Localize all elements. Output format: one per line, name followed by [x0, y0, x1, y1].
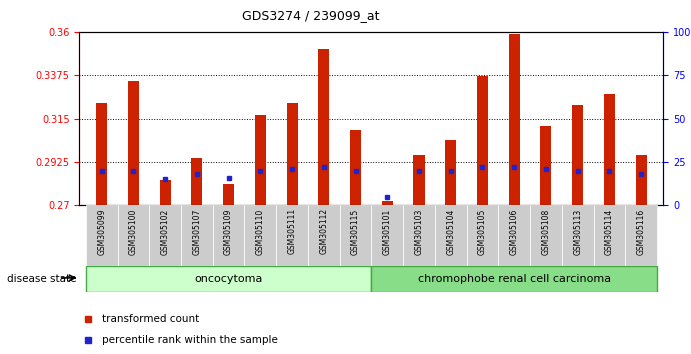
Text: GSM305110: GSM305110 — [256, 208, 265, 255]
Bar — [381, 201, 392, 205]
Bar — [540, 126, 551, 205]
Text: GSM305113: GSM305113 — [573, 208, 583, 255]
Bar — [604, 93, 615, 205]
FancyBboxPatch shape — [403, 205, 435, 266]
FancyBboxPatch shape — [149, 205, 181, 266]
Text: GSM305104: GSM305104 — [446, 208, 455, 255]
FancyBboxPatch shape — [372, 266, 657, 292]
Text: GSM305111: GSM305111 — [287, 208, 296, 255]
Text: GSM305100: GSM305100 — [129, 208, 138, 255]
FancyBboxPatch shape — [562, 205, 594, 266]
Bar — [223, 184, 234, 205]
Text: GSM305116: GSM305116 — [636, 208, 645, 255]
Text: percentile rank within the sample: percentile rank within the sample — [102, 335, 278, 345]
Text: GSM305101: GSM305101 — [383, 208, 392, 255]
FancyBboxPatch shape — [498, 205, 530, 266]
FancyBboxPatch shape — [86, 205, 117, 266]
FancyBboxPatch shape — [372, 205, 403, 266]
Bar — [287, 103, 298, 205]
Bar — [128, 81, 139, 205]
FancyBboxPatch shape — [340, 205, 372, 266]
Bar — [350, 130, 361, 205]
Text: disease state: disease state — [7, 274, 77, 284]
Bar — [572, 105, 583, 205]
Bar — [96, 103, 107, 205]
FancyBboxPatch shape — [466, 205, 498, 266]
Text: oncocytoma: oncocytoma — [194, 274, 263, 284]
Bar — [509, 34, 520, 205]
Bar — [319, 49, 330, 205]
Bar — [191, 158, 202, 205]
Bar — [255, 115, 266, 205]
Text: GSM305112: GSM305112 — [319, 208, 328, 255]
Text: GSM305099: GSM305099 — [97, 208, 106, 255]
Text: GDS3274 / 239099_at: GDS3274 / 239099_at — [243, 9, 379, 22]
Text: transformed count: transformed count — [102, 314, 199, 324]
FancyBboxPatch shape — [594, 205, 625, 266]
FancyBboxPatch shape — [213, 205, 245, 266]
Text: GSM305109: GSM305109 — [224, 208, 233, 255]
Text: GSM305115: GSM305115 — [351, 208, 360, 255]
Bar — [477, 76, 488, 205]
Text: chromophobe renal cell carcinoma: chromophobe renal cell carcinoma — [417, 274, 611, 284]
FancyBboxPatch shape — [117, 205, 149, 266]
FancyBboxPatch shape — [245, 205, 276, 266]
Text: GSM305102: GSM305102 — [160, 208, 170, 255]
FancyBboxPatch shape — [181, 205, 213, 266]
FancyBboxPatch shape — [308, 205, 340, 266]
FancyBboxPatch shape — [276, 205, 308, 266]
Text: GSM305106: GSM305106 — [510, 208, 519, 255]
FancyBboxPatch shape — [435, 205, 466, 266]
Bar — [160, 180, 171, 205]
Bar — [636, 155, 647, 205]
Text: GSM305114: GSM305114 — [605, 208, 614, 255]
Bar — [413, 155, 424, 205]
Text: GSM305107: GSM305107 — [192, 208, 201, 255]
Text: GSM305105: GSM305105 — [478, 208, 487, 255]
Text: GSM305103: GSM305103 — [415, 208, 424, 255]
FancyBboxPatch shape — [530, 205, 562, 266]
Bar — [445, 140, 456, 205]
Text: GSM305108: GSM305108 — [542, 208, 551, 255]
FancyBboxPatch shape — [86, 266, 372, 292]
FancyBboxPatch shape — [625, 205, 657, 266]
